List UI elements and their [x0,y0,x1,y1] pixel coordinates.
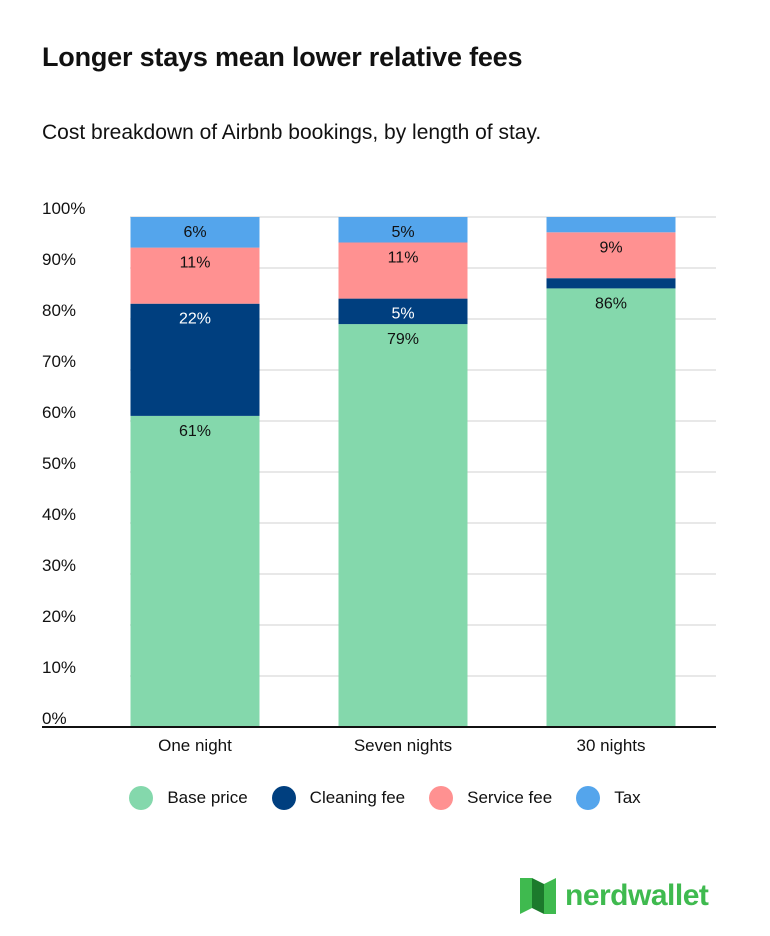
data-label-cleaning-fee: 5% [391,306,414,323]
bar-segment-service-fee [338,242,468,299]
y-tick-label: 40% [42,505,76,524]
bar-segment-tax [546,217,676,233]
y-tick-label: 30% [42,556,76,575]
legend-item-service-fee: Service fee [429,786,552,810]
x-tick-label: Seven nights [354,736,452,755]
legend-item-base-price: Base price [129,786,248,810]
y-tick-label: 70% [42,352,76,371]
y-tick-label: 10% [42,658,76,677]
data-label-tax: 6% [183,224,206,241]
x-tick-label: One night [158,736,232,755]
bar-segment-base-price [338,324,468,727]
legend-label-base-price: Base price [167,788,248,807]
bar-segment-cleaning-fee [130,303,260,416]
bar-segment-base-price [546,288,676,727]
chart-subtitle: Cost breakdown of Airbnb bookings, by le… [42,121,542,144]
y-tick-label: 20% [42,607,76,626]
legend-swatch-service-fee [429,786,454,810]
bar-segment-cleaning-fee [338,298,468,325]
nerdwallet-logo: nerdwallet [520,878,709,914]
data-label-base-price: 79% [387,331,419,348]
y-tick-label: 60% [42,403,76,422]
legend-label-service-fee: Service fee [467,788,553,807]
data-label-base-price: 61% [179,423,211,440]
data-label-tax: 5% [391,224,414,241]
legend-label-tax: Tax [614,788,641,807]
y-tick-label: 100% [42,199,85,218]
data-label-base-price: 86% [595,295,627,312]
legend-swatch-tax [576,786,601,810]
y-tick-label: 80% [42,301,76,320]
bar-segment-service-fee [130,247,260,304]
x-tick-label: 30 nights [577,736,646,755]
stacked-bar-chart: 0% 10% 20% 30% 40% 50% 60% 70% 80% 90% 100% 61% 22% 1… [42,199,716,755]
data-label-service-fee: 11% [388,250,419,267]
legend-swatch-base-price [129,786,154,810]
bar-segment-tax [338,217,468,243]
y-tick-label: 90% [42,250,76,269]
legend-label-cleaning-fee: Cleaning fee [309,788,406,807]
data-label-service-fee: 11% [180,255,211,272]
bar-segment-tax [130,217,260,248]
bar-segment-base-price [130,415,260,727]
nerdwallet-logo-text: nerdwallet [565,879,709,912]
bar-segment-cleaning-fee [546,278,676,289]
legend-swatch-cleaning-fee [271,786,296,810]
legend-item-tax: Tax [576,786,641,810]
y-tick-label: 0% [42,709,67,728]
data-label-service-fee: 9% [599,239,622,256]
legend-item-cleaning-fee: Cleaning fee [271,786,406,810]
y-tick-label: 50% [42,454,76,473]
bar-segment-service-fee [546,232,676,279]
data-label-cleaning-fee: 22% [179,311,211,328]
nerdwallet-logo-icon [520,878,556,914]
chart-title: Longer stays mean lower relative fees [42,42,523,72]
chart-legend: Base price Cleaning fee Service fee Tax [0,786,770,810]
